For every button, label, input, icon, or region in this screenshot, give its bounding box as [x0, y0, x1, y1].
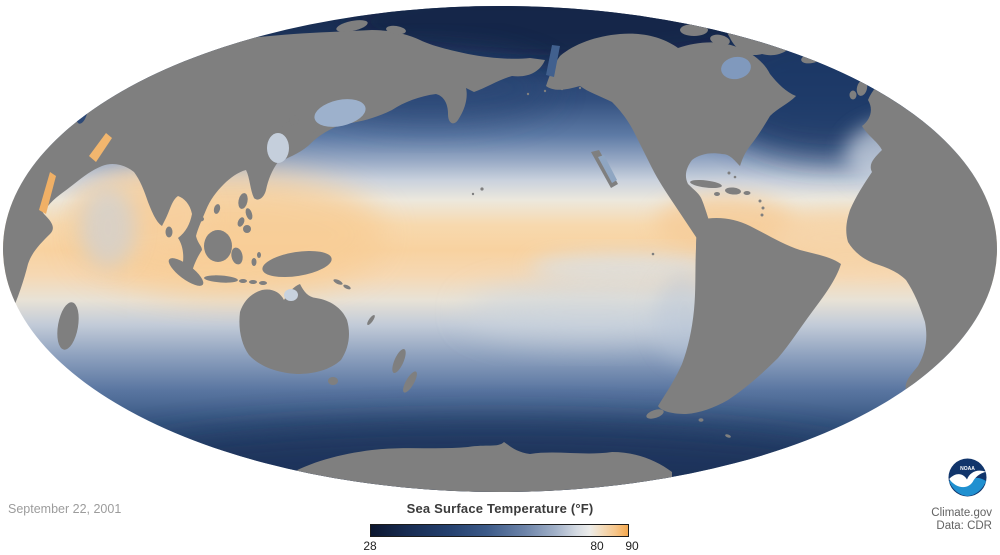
noaa-logo: NOAA	[948, 458, 987, 497]
credit-site: Climate.gov	[931, 507, 992, 519]
land-eurasia-africa-west	[3, 30, 545, 340]
red-sea-warm	[39, 172, 56, 214]
colorbar-tick-80: 80	[590, 539, 604, 553]
noaa-logo-seagull-icon	[949, 470, 986, 488]
colorbar-tick-max: 90	[625, 539, 639, 553]
legend-title: Sea Surface Temperature (°F)	[406, 501, 594, 516]
land-south-america	[658, 218, 841, 414]
land-antarctica	[286, 442, 672, 492]
date-label: September 22, 2001	[8, 502, 122, 516]
persian-gulf-warm	[89, 133, 112, 162]
credit-data-source: Data: CDR	[936, 520, 992, 532]
noaa-logo-text: NOAA	[960, 466, 975, 472]
mollweide-globe	[3, 6, 997, 492]
colorbar-tick-min: 28	[363, 539, 377, 553]
marginal-seas	[39, 45, 751, 301]
land-north-america	[546, 33, 796, 250]
sst-world-map	[3, 6, 997, 492]
land-australia	[239, 284, 349, 374]
colorbar	[370, 524, 629, 537]
credits: Climate.gov Data: CDR	[931, 507, 992, 533]
